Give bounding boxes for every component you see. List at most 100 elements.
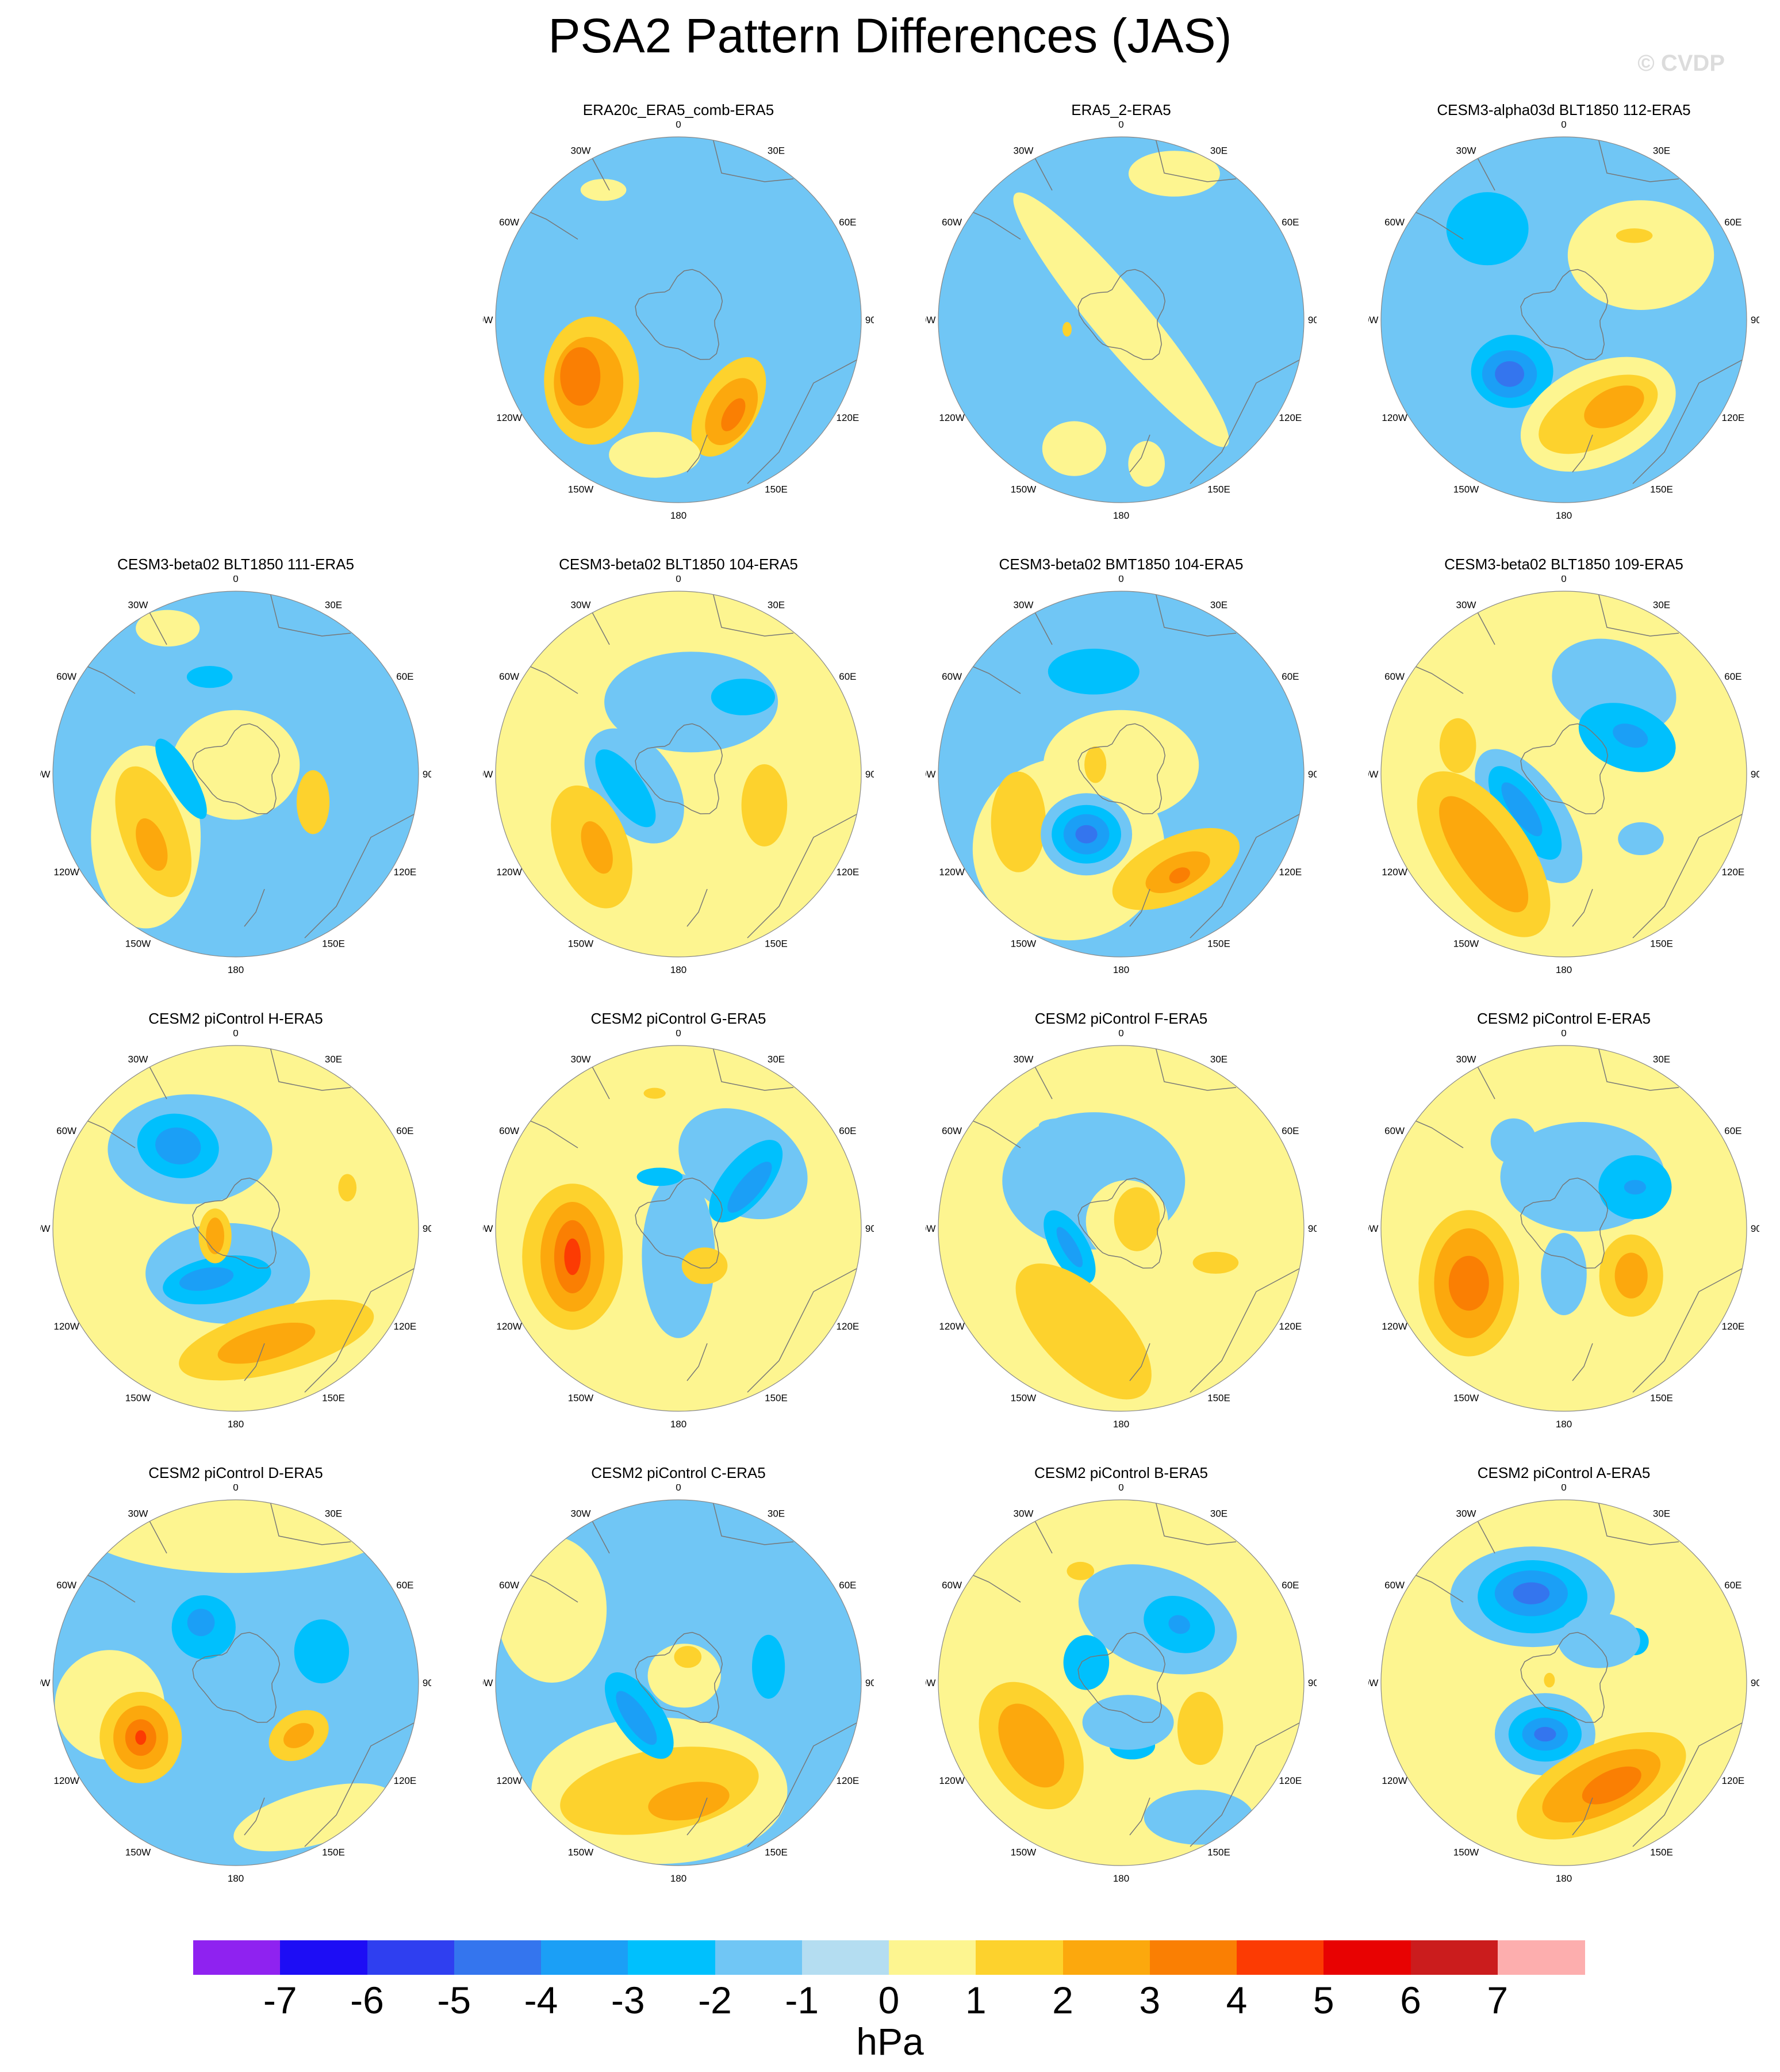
contour-region bbox=[496, 591, 861, 957]
longitude-label: 150E bbox=[1207, 938, 1230, 949]
contour-region bbox=[1038, 1118, 1085, 1133]
new-zealand-coastline bbox=[686, 1797, 708, 1836]
longitude-label: 0 bbox=[233, 1030, 238, 1039]
colorbar-swatch bbox=[1497, 1940, 1585, 1975]
australia-coastline bbox=[747, 359, 857, 484]
longitude-label: 0 bbox=[676, 1484, 681, 1493]
colorbar bbox=[193, 1940, 1585, 1975]
contour-region bbox=[609, 432, 701, 478]
antarctica-coastline bbox=[192, 1631, 281, 1723]
colorbar-swatch bbox=[715, 1940, 803, 1975]
antarctica-coastline bbox=[1520, 723, 1609, 814]
longitude-label: 120E bbox=[1279, 1321, 1302, 1332]
contour-region bbox=[135, 1730, 147, 1745]
map-panel: CESM2 piControl D-ERA5 0 30E 60E 90E 120E 150E… bbox=[40, 1464, 431, 1901]
longitude-label: 60E bbox=[1282, 1125, 1299, 1136]
longitude-label: 120W bbox=[1382, 867, 1407, 878]
map-panel: CESM2 piControl F-ERA5 0 30E 60E 90E 120E 150E… bbox=[926, 1009, 1317, 1446]
longitude-label: 90W bbox=[40, 1223, 50, 1234]
panel-title: CESM2 piControl H-ERA5 bbox=[148, 1010, 323, 1027]
map-boundary bbox=[938, 591, 1305, 958]
contour-region bbox=[560, 347, 601, 406]
longitude-label: 150E bbox=[1650, 484, 1673, 495]
longitude-label: 150W bbox=[1453, 1847, 1479, 1857]
longitude-label: 120W bbox=[1382, 412, 1407, 423]
contour-region bbox=[648, 1782, 730, 1821]
map-panel: CESM3-beta02 BLT1850 111-ERA5 0 30E 60E 90E 1… bbox=[40, 555, 431, 992]
colorbar-tick-label: 3 bbox=[1139, 1979, 1161, 2021]
longitude-label: 30W bbox=[128, 1508, 148, 1519]
contour-region bbox=[1501, 782, 1543, 837]
longitude-label: 0 bbox=[676, 1030, 681, 1039]
longitude-label: 150W bbox=[1011, 1847, 1036, 1857]
colorbar-swatch bbox=[1149, 1940, 1237, 1975]
longitude-label: 120E bbox=[837, 412, 860, 423]
panel-title: CESM2 piControl C-ERA5 bbox=[591, 1464, 766, 1481]
longitude-label: 120W bbox=[496, 1775, 521, 1786]
map-panel: CESM2 piControl G-ERA5 0 30E 60E 90E 120E 150E… bbox=[483, 1009, 874, 1446]
longitude-label: 60E bbox=[1724, 217, 1741, 228]
map-boundary bbox=[938, 1045, 1305, 1412]
longitude-label: 30E bbox=[1653, 1508, 1670, 1519]
contour-region bbox=[1513, 1582, 1550, 1604]
longitude-label: 150W bbox=[125, 938, 151, 949]
map-boundary bbox=[495, 136, 862, 503]
longitude-label: 90E bbox=[1308, 315, 1317, 325]
contour-region bbox=[647, 1644, 721, 1708]
antarctica-coastline bbox=[635, 1631, 723, 1723]
longitude-label: 30E bbox=[325, 1508, 342, 1519]
longitude-label: 0 bbox=[233, 576, 238, 584]
colorbar-swatch bbox=[454, 1940, 542, 1975]
longitude-label: 180 bbox=[670, 510, 686, 521]
map-boundary bbox=[1380, 1499, 1747, 1866]
longitude-label: 30W bbox=[1456, 1054, 1476, 1065]
map-boundary bbox=[1380, 591, 1747, 958]
longitude-label: 0 bbox=[1561, 121, 1566, 130]
longitude-label: 180 bbox=[1113, 510, 1129, 521]
panel-title: CESM2 piControl D-ERA5 bbox=[148, 1464, 323, 1481]
antarctica-coastline bbox=[1077, 1177, 1166, 1269]
longitude-label: 90W bbox=[926, 769, 935, 780]
panel-title: ERA20c_ERA5_comb-ERA5 bbox=[582, 101, 774, 118]
contour-region bbox=[991, 771, 1046, 872]
longitude-label: 30E bbox=[325, 600, 342, 611]
contour-region bbox=[616, 1691, 657, 1745]
new-zealand-coastline bbox=[1572, 1343, 1593, 1381]
colorbar-tick-label: -3 bbox=[611, 1979, 645, 2021]
antarctica-coastline bbox=[635, 269, 723, 360]
longitude-label: 90E bbox=[423, 769, 431, 780]
longitude-label: 60W bbox=[942, 1580, 962, 1591]
contour-region bbox=[642, 1173, 715, 1338]
contour-region bbox=[338, 1174, 357, 1202]
longitude-label: 120W bbox=[939, 867, 964, 878]
longitude-label: 0 bbox=[1118, 1030, 1123, 1039]
longitude-label: 0 bbox=[233, 1484, 238, 1493]
longitude-label: 30E bbox=[1210, 1054, 1227, 1065]
contour-region bbox=[1541, 1233, 1587, 1315]
longitude-label: 60E bbox=[839, 1580, 856, 1591]
longitude-label: 150E bbox=[1207, 1392, 1230, 1403]
australia-coastline bbox=[304, 814, 415, 939]
map-panel: CESM3-beta02 BLT1850 109-ERA5 0 30E 60E 90E 1… bbox=[1368, 555, 1759, 992]
longitude-label: 60E bbox=[839, 217, 856, 228]
longitude-label: 120E bbox=[1279, 1775, 1302, 1786]
contour-region bbox=[1448, 1255, 1489, 1311]
longitude-label: 90E bbox=[423, 1223, 431, 1234]
longitude-label: 150E bbox=[322, 938, 345, 949]
australia-coastline bbox=[1190, 814, 1300, 939]
australia-coastline bbox=[1632, 1722, 1743, 1847]
longitude-label: 90E bbox=[865, 1223, 874, 1234]
contour-region bbox=[1063, 1635, 1110, 1690]
longitude-label: 180 bbox=[670, 964, 686, 975]
longitude-label: 120W bbox=[939, 1775, 964, 1786]
australia-coastline bbox=[747, 1268, 857, 1393]
longitude-label: 90W bbox=[926, 315, 935, 325]
antarctica-coastline bbox=[1077, 1631, 1166, 1723]
longitude-label: 150W bbox=[1453, 1392, 1479, 1403]
longitude-label: 90E bbox=[1751, 315, 1759, 325]
longitude-label: 150E bbox=[1207, 484, 1230, 495]
panel-title: CESM3-beta02 BLT1850 111-ERA5 bbox=[117, 556, 354, 573]
australia-coastline bbox=[304, 1722, 415, 1847]
longitude-label: 60W bbox=[942, 1125, 962, 1136]
polar-map: 0 30E 60E 90E 120E 150E 180 150W 120W 90W 60W 30W bbox=[483, 1484, 874, 1884]
